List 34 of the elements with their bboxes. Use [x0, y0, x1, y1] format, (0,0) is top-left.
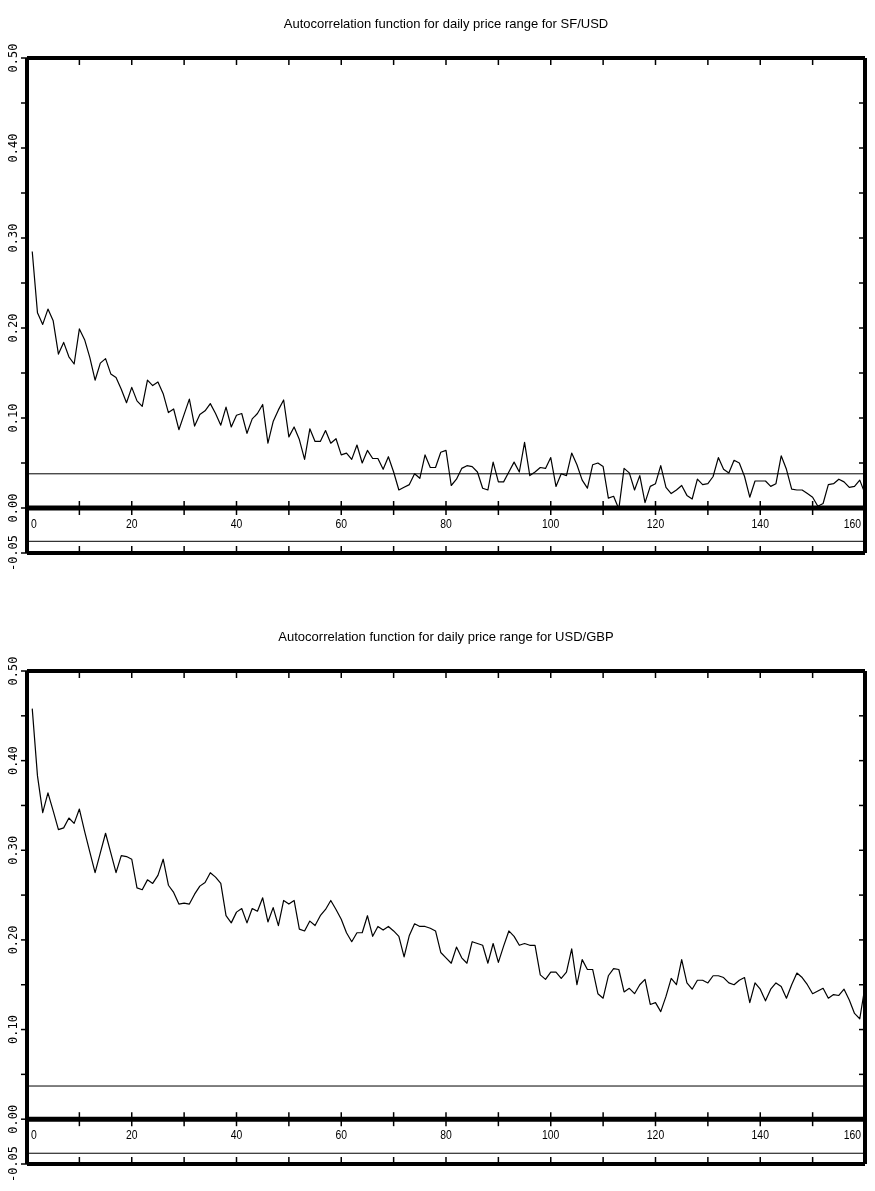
y-tick-label: -0.05: [6, 534, 20, 572]
y-tick-label: 0.50: [6, 43, 20, 73]
x-tick-label: 140: [751, 1127, 770, 1142]
y-tick-label: 0.10: [6, 403, 20, 433]
x-tick-label: 60: [335, 515, 348, 531]
y-tick-label: 0.20: [6, 925, 20, 955]
x-tick-label: 160: [843, 1127, 862, 1142]
y-tick-label: 0.50: [6, 656, 20, 686]
x-tick-label: 100: [542, 1127, 560, 1142]
y-tick-label: 0.40: [6, 746, 20, 776]
x-tick-label: 80: [440, 1127, 453, 1142]
y-tick-label: 0.30: [6, 835, 20, 865]
x-tick-label: 20: [125, 515, 138, 531]
y-tick-label: 0.00: [6, 493, 20, 523]
x-tick-label: 120: [646, 1127, 665, 1142]
x-tick-label: 120: [646, 515, 665, 531]
y-tick-label: 0.00: [6, 1104, 20, 1134]
x-tick-label: 40: [230, 1127, 243, 1142]
x-tick-label: 100: [542, 515, 560, 531]
x-tick-label: 140: [751, 515, 770, 531]
x-tick-label: 80: [440, 515, 453, 531]
x-tick-label: 160: [843, 515, 862, 531]
x-tick-label: 40: [230, 515, 243, 531]
x-tick-label: 0: [31, 515, 38, 531]
x-tick-label: 60: [335, 1127, 348, 1142]
chart-title: Autocorrelation function for daily price range for USD/GBP: [278, 629, 614, 644]
y-tick-label: -0.05: [6, 1145, 20, 1183]
x-tick-label: 20: [125, 1127, 138, 1142]
y-tick-label: 0.10: [6, 1015, 20, 1044]
x-tick-label: 0: [31, 1127, 38, 1142]
chart-title: Autocorrelation function for daily price range for SF/USD: [283, 16, 609, 31]
y-tick-label: 0.40: [6, 133, 20, 163]
y-tick-label: 0.30: [6, 223, 20, 253]
y-tick-label: 0.20: [6, 313, 20, 343]
